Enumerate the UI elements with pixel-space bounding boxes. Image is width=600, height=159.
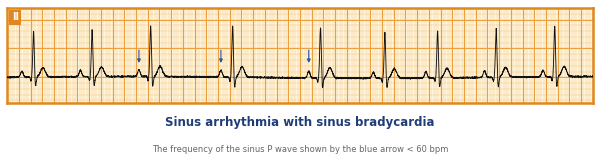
- Text: Sinus arrhythmia with sinus bradycardia: Sinus arrhythmia with sinus bradycardia: [165, 116, 435, 129]
- Text: The frequency of the sinus P wave shown by the blue arrow < 60 bpm: The frequency of the sinus P wave shown …: [152, 145, 448, 154]
- Text: II: II: [12, 12, 19, 22]
